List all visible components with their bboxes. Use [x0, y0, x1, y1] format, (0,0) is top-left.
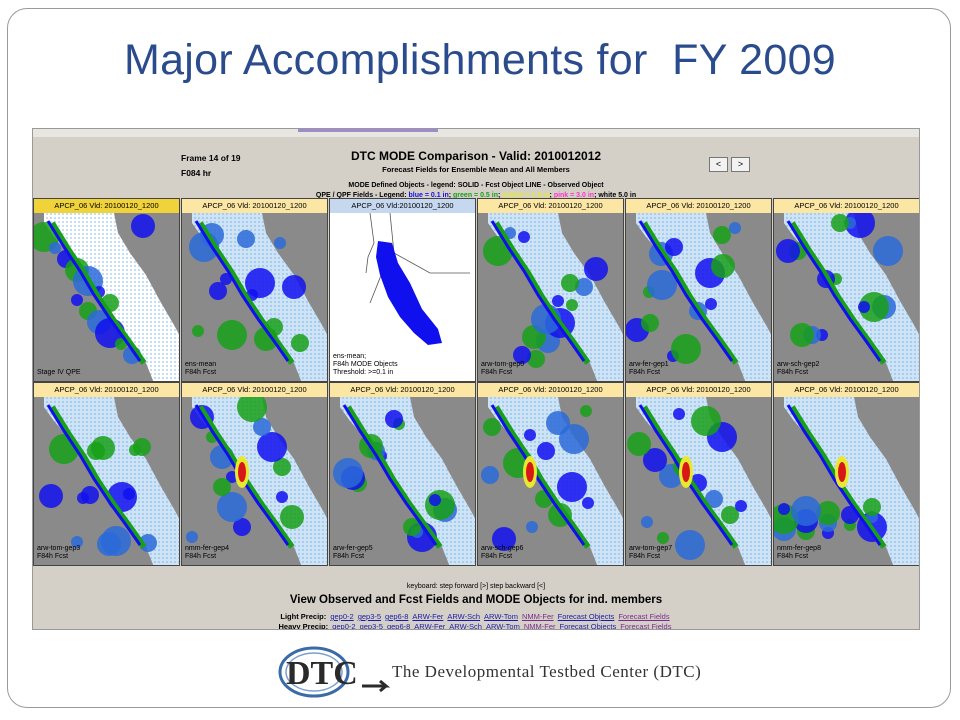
panel-caption: ens-mean F84h Fcst — [185, 361, 217, 376]
qpe-legend: QPE / QPF Fields - Legend: blue = 0.1 in… — [315, 192, 637, 199]
precip-map — [330, 213, 475, 381]
forecast-panel: APCP_06 Vld: 20100120_1200 ens-mean F84h … — [181, 198, 328, 382]
heavy-precip-link[interactable]: gep3-5 — [359, 622, 383, 630]
panel-label: APCP_06 Vld:20100120_1200 — [330, 199, 475, 213]
light-precip-link[interactable]: gep0-2 — [330, 612, 354, 621]
browser-topbar — [33, 129, 919, 137]
panel-caption: Stage IV QPE — [37, 369, 81, 376]
precip-map — [34, 213, 179, 381]
forecast-panel: APCP_06 Vld: 20100120_1200 nmm-fer-gep4 F… — [181, 382, 328, 566]
forecast-panel: APCP_06 Vld: 20100120_1200 arw-tom-gep7 F… — [625, 382, 772, 566]
panel-label: APCP_06 Vld: 20100120_1200 — [478, 199, 623, 213]
mode-comparison-screenshot: Frame 14 of 19 F084 hr DTC MODE Comparis… — [32, 128, 920, 630]
light-precip-link[interactable]: ARW-Fer — [412, 612, 444, 621]
light-precip-link[interactable]: NMM-Fer — [521, 612, 554, 621]
heavy-precip-link[interactable]: ARW-Tom — [485, 622, 520, 630]
comparison-title: DTC MODE Comparison - Valid: 2010012012 — [350, 149, 602, 163]
panel-label: APCP_06 Vld: 20100120_1200 — [774, 383, 919, 397]
slide-title: Major Accomplishments for FY 2009 — [123, 36, 837, 84]
dtc-logo-mark: DTC — [278, 646, 391, 698]
panel-label: APCP_06 Vld: 20100120_1200 — [626, 383, 771, 397]
light-precip-link[interactable]: Forecast Fields — [618, 612, 670, 621]
heavy-precip-link[interactable]: ARW-Sch — [449, 622, 482, 630]
panel-caption: arw-sch-gep2 F84h Fcst — [777, 361, 820, 376]
panel-caption: ens-mean; F84h MODE Objects Threshold: >… — [333, 353, 398, 376]
panel-caption: nmm-fer-gep8 F84h Fcst — [777, 545, 821, 560]
panel-label: APCP_06 Vld: 20100120_1200 — [34, 199, 179, 213]
frame-info: Frame 14 of 19 F084 hr — [181, 151, 241, 181]
legend-pink: pink = 3.0 in — [553, 192, 595, 199]
legend-green: green = 0.5 in — [453, 192, 498, 199]
forecast-panel: APCP_06 Vld: 20100120_1200 arw-fer-gep1 F… — [625, 198, 772, 382]
heavy-precip-link[interactable]: Forecast Fields — [620, 622, 672, 630]
precip-map — [330, 397, 475, 565]
comparison-subtitle: Forecast Fields for Ensemble Mean and Al… — [382, 165, 570, 174]
next-frame-button[interactable]: > — [731, 157, 750, 172]
panel-caption: arw-fer-gep1 F84h Fcst — [629, 361, 669, 376]
heavy-precip-link[interactable]: NMM-Fer — [523, 622, 556, 630]
comparison-footer: keyboard: step forward [>] step backward… — [33, 581, 919, 630]
forecast-panel: APCP_06 Vld: 20100120_1200 Stage IV QPE — [33, 198, 180, 382]
heavy-precip-label: Heavy Precip: — [278, 622, 329, 630]
heavy-precip-link[interactable]: Forecast Objects — [559, 622, 617, 630]
dtc-logo: DTC The Developmental Testbed Center (DT… — [276, 642, 706, 702]
panel-label: APCP_06 Vld: 20100120_1200 — [34, 383, 179, 397]
panel-caption: arw-fer-gep5 F84h Fcst — [333, 545, 373, 560]
browser-tab[interactable] — [298, 129, 438, 132]
precip-map — [774, 397, 919, 565]
light-precip-link[interactable]: gep6-8 — [385, 612, 409, 621]
heavy-precip-links: Heavy Precip: gep0-2 gep3-5 gep6-8 ARW-Fer A… — [33, 622, 919, 630]
dtc-logo-text: The Developmental Testbed Center (DTC) — [392, 662, 702, 681]
keyboard-hint: keyboard: step forward [>] step backward… — [406, 583, 546, 590]
precip-map — [182, 397, 327, 565]
panel-caption: arw-tom-gep0 F84h Fcst — [481, 361, 525, 376]
view-fields-title: View Observed and Fcst Fields and MODE O… — [289, 594, 663, 606]
heavy-precip-link[interactable]: ARW-Fer — [414, 622, 446, 630]
precip-map — [626, 213, 771, 381]
precip-map — [478, 397, 623, 565]
legend-blue: blue = 0.1 in — [408, 192, 449, 199]
panel-label: APCP_06 Vld: 20100120_1200 — [182, 199, 327, 213]
forecast-grid: APCP_06 Vld: 20100120_1200 Stage IV QPE AP… — [33, 198, 919, 581]
forecast-panel: APCP_06 Vld: 20100120_1200 arw-sch-gep6 F… — [477, 382, 624, 566]
legend-white: white 5.0 in — [598, 192, 637, 199]
panel-label: APCP_06 Vld: 20100120_1200 — [626, 199, 771, 213]
light-precip-link[interactable]: Forecast Objects — [557, 612, 615, 621]
panel-label: APCP_06 Vld: 20100120_1200 — [330, 383, 475, 397]
panel-label: APCP_06 Vld: 20100120_1200 — [182, 383, 327, 397]
forecast-panel: APCP_06 Vld: 20100120_1200 arw-sch-gep2 F… — [773, 198, 919, 382]
precip-map — [774, 213, 919, 381]
prev-frame-button[interactable]: < — [709, 157, 728, 172]
precip-map — [182, 213, 327, 381]
dtc-logo-letters: DTC — [286, 655, 358, 692]
forecast-panel: APCP_06 Vld: 20100120_1200 arw-tom-gep0 F… — [477, 198, 624, 382]
qpe-legend-prefix: QPE / QPF Fields - Legend: — [315, 192, 409, 199]
forecast-panel: APCP_06 Vld: 20100120_1200 nmm-fer-gep8 F… — [773, 382, 919, 566]
objects-legend: MODE Defined Objects - legend: SOLID - F… — [348, 182, 604, 189]
light-precip-links: Light Precip: gep0-2 gep3-5 gep6-8 ARW-Fer A… — [33, 612, 919, 621]
heavy-precip-link[interactable]: gep0-2 — [332, 622, 356, 630]
light-precip-label: Light Precip: — [280, 612, 327, 621]
precip-map — [34, 397, 179, 565]
light-precip-link[interactable]: ARW-Sch — [447, 612, 481, 621]
legend-yellow: yellow = 1.0 in — [502, 192, 550, 199]
forecast-panel: APCP_06 Vld:20100120_1200 ens-mean; F84h … — [329, 198, 476, 382]
forecast-panel: APCP_06 Vld: 20100120_1200 arw-fer-gep5 F… — [329, 382, 476, 566]
panel-caption: arw-sch-gep6 F84h Fcst — [481, 545, 524, 560]
frame-counter: Frame 14 of 19 — [181, 153, 241, 163]
forecast-panel: APCP_06 Vld: 20100120_1200 arw-tom-gep3 F… — [33, 382, 180, 566]
precip-map — [478, 213, 623, 381]
light-precip-link[interactable]: ARW-Tom — [484, 612, 518, 621]
panel-caption: nmm-fer-gep4 F84h Fcst — [185, 545, 229, 560]
precip-map — [626, 397, 771, 565]
comparison-header: Frame 14 of 19 F084 hr DTC MODE Comparis… — [33, 137, 919, 199]
light-precip-link[interactable]: gep3-5 — [357, 612, 382, 621]
panel-caption: arw-tom-gep3 F84h Fcst — [37, 545, 81, 560]
panel-label: APCP_06 Vld: 20100120_1200 — [478, 383, 623, 397]
panel-label: APCP_06 Vld: 20100120_1200 — [774, 199, 919, 213]
heavy-precip-link[interactable]: gep6-8 — [386, 622, 411, 630]
forecast-lead: F084 hr — [181, 168, 212, 178]
panel-caption: arw-tom-gep7 F84h Fcst — [629, 545, 673, 560]
